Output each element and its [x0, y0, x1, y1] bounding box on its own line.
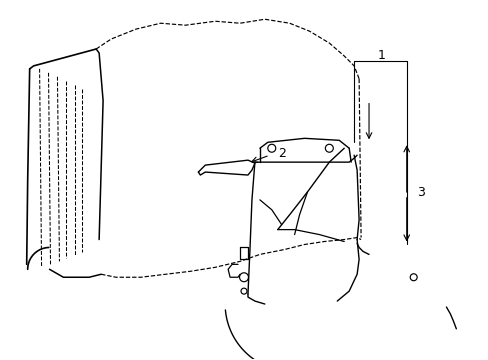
Text: 1: 1: [377, 49, 385, 63]
Text: 3: 3: [416, 186, 424, 199]
Text: 2: 2: [277, 147, 285, 160]
